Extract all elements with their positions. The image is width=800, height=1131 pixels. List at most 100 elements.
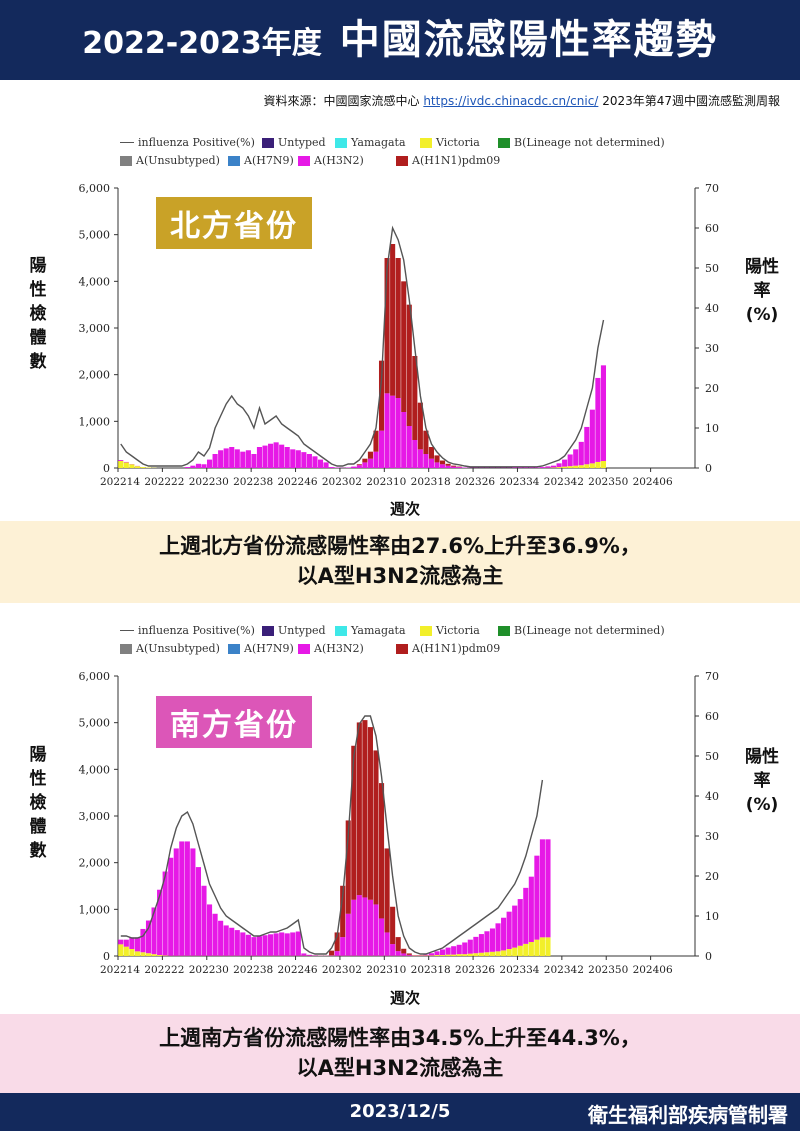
x-tick-label: 202230 (189, 964, 229, 976)
bar-h3n2 (201, 464, 207, 468)
y-tick-label: 3,000 (79, 810, 111, 823)
chart-south: 0 1,000 2,000 3,000 4,000 5,000 6,000 0 10 20 30 40… (79, 670, 720, 976)
bar-victoria (129, 464, 135, 468)
legend-label: A(H3N2) (314, 154, 364, 167)
legend-item: Yamagata (335, 136, 406, 149)
header-main-title: 中國流感陽性率趨勢 (339, 17, 718, 63)
bar-h3n2 (367, 899, 373, 956)
bar-h1n1 (445, 463, 451, 466)
y-tick-label: 0 (103, 462, 110, 475)
y2-tick-label: 60 (705, 710, 719, 723)
bar-h3n2 (351, 466, 357, 468)
bar-h3n2 (451, 466, 457, 468)
legend-color-swatch (498, 625, 510, 636)
x-tick-label: 202406 (633, 476, 673, 488)
legend-label: Victoria (436, 136, 480, 149)
y2-tick-label: 70 (705, 670, 719, 683)
y2-tick-label: 10 (705, 422, 719, 435)
bar-h1n1 (417, 402, 423, 450)
bar-h1n1 (406, 304, 412, 426)
south-summary-panel: 上週南方省份流感陽性率由34.5%上升至44.3%， 以A型H3N2流感為主 (0, 1014, 800, 1093)
bar-h1n1 (362, 720, 368, 898)
y-tick-label: 1,000 (79, 415, 111, 428)
bar-h1n1 (406, 953, 412, 955)
legend-item: B(Lineage not determined) (498, 624, 665, 637)
bar-h1n1 (362, 458, 368, 463)
bar-h1n1 (395, 937, 401, 952)
bar-victoria (462, 954, 468, 956)
bar-h1n1 (356, 464, 362, 466)
bar-victoria (478, 952, 484, 956)
south-left-axis-label: 陽性檢體數 (29, 745, 47, 861)
x-tick-label: 202246 (277, 476, 317, 488)
north-right-axis-label: 陽性率 (%) (742, 255, 782, 327)
y2-tick-label: 30 (705, 830, 719, 843)
legend-color-swatch (298, 643, 310, 654)
y2-tick-label: 70 (705, 182, 719, 195)
bar-h3n2 (206, 459, 213, 468)
x-tick-label: 202302 (322, 964, 362, 976)
bar-h3n2 (184, 841, 190, 956)
x-tick-label: 202334 (499, 964, 539, 976)
bar-h3n2 (334, 951, 340, 956)
bar-h3n2 (118, 939, 124, 945)
bar-h3n2 (440, 949, 446, 956)
y2-tick-label: 60 (705, 222, 719, 235)
bar-h3n2 (595, 377, 601, 462)
bar-h3n2 (279, 444, 285, 468)
x-tick-label: 202222 (144, 964, 184, 976)
bar-h3n2 (201, 885, 207, 956)
bar-h1n1 (351, 745, 357, 900)
bar-h3n2 (218, 450, 224, 468)
bar-h3n2 (145, 920, 152, 954)
bar-h3n2 (467, 939, 473, 954)
bar-victoria (523, 943, 529, 956)
legend-label: influenza Positive(%) (138, 136, 255, 149)
north-summary-line2: 以A型H3N2流感為主 (296, 564, 504, 588)
y2-tick-label: 0 (705, 950, 712, 963)
bar-victoria (539, 937, 545, 956)
bar-h3n2 (140, 928, 146, 953)
legend-color-swatch (396, 643, 408, 654)
source-line: 資料來源：中國國家流感中心 https://ivdc.chinacdc.cn/c… (263, 92, 780, 109)
legend-label: A(H1N1)pdm09 (412, 154, 501, 167)
bar-h3n2 (373, 904, 379, 956)
legend-color-swatch (335, 625, 347, 636)
bar-h1n1 (345, 820, 351, 914)
bar-h3n2 (462, 942, 468, 955)
bar-h3n2 (290, 932, 296, 956)
x-tick-label: 202238 (233, 476, 273, 488)
bar-h1n1 (401, 281, 407, 412)
bar-h1n1 (423, 430, 429, 454)
bar-h3n2 (134, 937, 140, 952)
bar-victoria (140, 952, 146, 956)
y2-tick-label: 50 (705, 750, 719, 763)
legend-color-swatch (396, 155, 408, 166)
bar-victoria (528, 942, 534, 956)
bar-victoria (517, 945, 523, 956)
legend-color-swatch (298, 155, 310, 166)
y-tick-label: 3,000 (79, 322, 111, 335)
x-tick-label: 202246 (277, 964, 317, 976)
y2-tick-label: 20 (705, 870, 719, 883)
y-tick-label: 4,000 (79, 275, 111, 288)
bar-h3n2 (312, 456, 318, 468)
positive-rate-line (120, 715, 544, 955)
bar-h3n2 (362, 462, 368, 468)
bar-h3n2 (534, 855, 540, 940)
bar-victoria (140, 467, 146, 468)
bar-h3n2 (223, 448, 229, 468)
bar-h3n2 (412, 440, 418, 468)
bar-h3n2 (378, 430, 385, 468)
source-url-link[interactable]: https://ivdc.chinacdc.cn/cnic/ (423, 94, 599, 108)
bar-h3n2 (151, 907, 157, 955)
bar-victoria (157, 955, 163, 956)
bar-h3n2 (545, 466, 551, 468)
header-bar: 2022-2023年度 中國流感陽性率趨勢 (0, 0, 800, 80)
bar-h3n2 (273, 442, 279, 468)
bar-h3n2 (234, 449, 240, 468)
footer-date: 2023/12/5 (349, 1101, 451, 1122)
legend-label: A(Unsubtyped) (136, 642, 220, 655)
x-tick-label: 202342 (544, 476, 584, 488)
legend-label: influenza Positive(%) (138, 624, 255, 637)
